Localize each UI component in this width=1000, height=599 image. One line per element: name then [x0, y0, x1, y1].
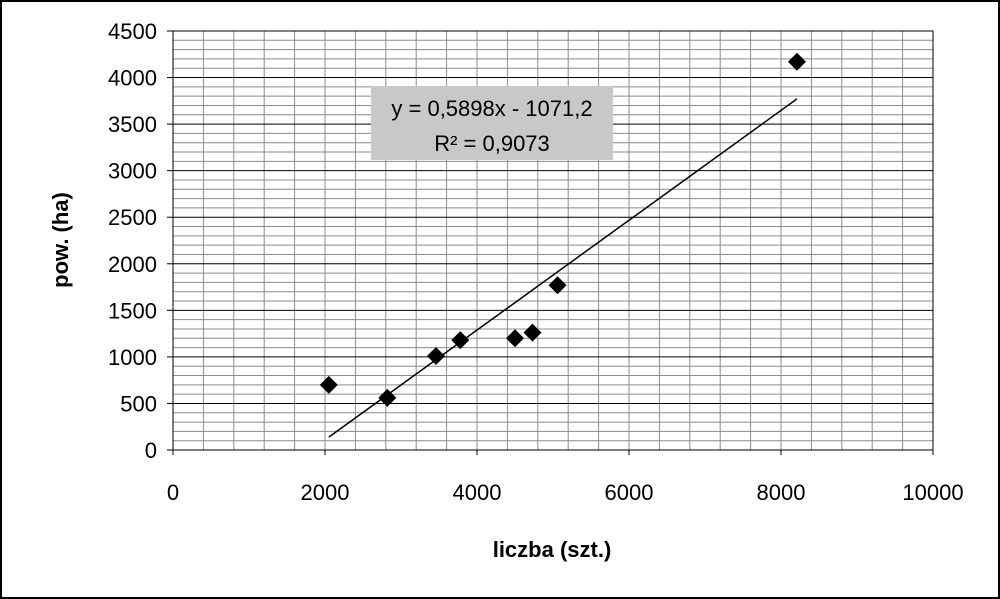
- data-point: [506, 329, 524, 348]
- y-tick-label: 2000: [108, 252, 157, 277]
- data-point: [426, 346, 445, 365]
- data-point: [378, 388, 397, 407]
- y-tick-label: 1000: [108, 345, 157, 370]
- data-point: [451, 331, 470, 350]
- x-tick-label: 0: [167, 480, 179, 505]
- y-tick-label: 1500: [108, 298, 157, 323]
- y-tick-label: 3000: [108, 159, 157, 184]
- tick-labels: 0 2000 4000 6000 8000 10000 0 500 1000 1500 2000 25…: [108, 19, 964, 505]
- trendline-equation: y = 0,5898x - 1071,2: [391, 96, 592, 121]
- plot-area: [172, 30, 934, 451]
- equation-box-background: [371, 86, 613, 160]
- y-axis-title: pow. (ha): [48, 192, 73, 288]
- data-point: [319, 375, 338, 394]
- y-tick-label: 4500: [108, 19, 157, 44]
- r-squared-label: R² = 0,9073: [434, 131, 550, 156]
- y-tick-label: 4000: [108, 66, 157, 91]
- y-tick-label: 500: [120, 391, 157, 416]
- data-point: [548, 276, 567, 295]
- x-tick-label: 8000: [757, 480, 806, 505]
- data-point: [523, 323, 542, 342]
- y-tick-label: 2500: [108, 205, 157, 230]
- data-points: [319, 52, 806, 407]
- x-tick-label: 6000: [605, 480, 654, 505]
- y-tick-label: 3500: [108, 112, 157, 137]
- x-axis-title: liczba (szt.): [493, 537, 612, 562]
- data-point: [787, 52, 806, 71]
- x-tick-label: 2000: [301, 480, 350, 505]
- y-tick-label: 0: [145, 438, 157, 463]
- x-tick-label: 4000: [453, 480, 502, 505]
- trendline-equation-box: y = 0,5898x - 1071,2 R² = 0,9073: [371, 86, 613, 160]
- x-tick-label: 10000: [902, 480, 963, 505]
- trendline: [328, 98, 798, 438]
